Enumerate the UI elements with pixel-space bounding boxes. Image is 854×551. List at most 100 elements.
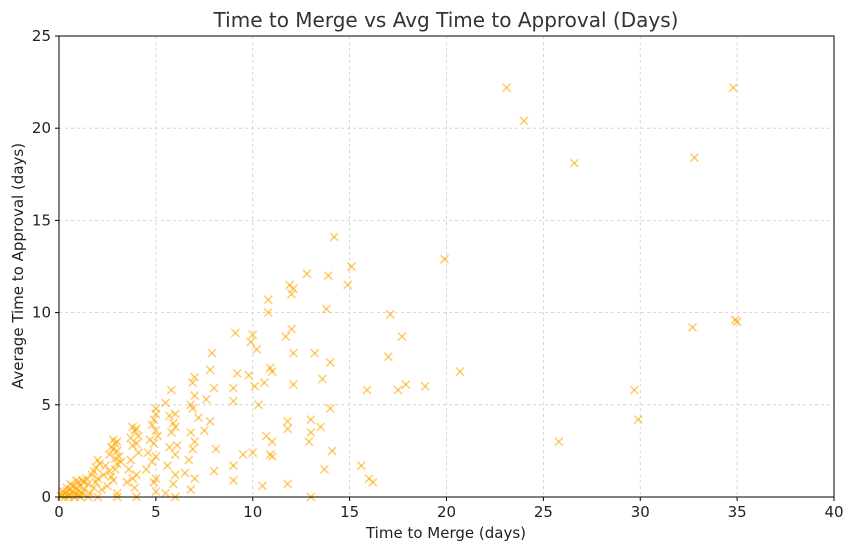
data-point bbox=[172, 440, 182, 450]
data-point bbox=[501, 83, 512, 93]
data-point bbox=[89, 483, 99, 493]
data-point bbox=[267, 451, 277, 461]
data-point bbox=[89, 466, 99, 476]
data-point bbox=[209, 466, 219, 476]
data-point bbox=[283, 416, 293, 426]
data-point bbox=[420, 381, 430, 391]
data-point bbox=[317, 374, 328, 384]
x-tick-label: 40 bbox=[824, 503, 843, 521]
data-point bbox=[302, 269, 312, 279]
data-point bbox=[327, 446, 337, 456]
data-point bbox=[170, 422, 180, 432]
y-tick-label: 15 bbox=[32, 211, 51, 229]
y-tick-label: 25 bbox=[32, 27, 51, 45]
data-point bbox=[288, 348, 299, 358]
data-point bbox=[228, 461, 238, 471]
data-point bbox=[267, 367, 277, 377]
data-point bbox=[383, 352, 393, 362]
data-point bbox=[315, 422, 326, 432]
data-point bbox=[104, 466, 114, 476]
data-point bbox=[288, 284, 299, 294]
data-point bbox=[188, 378, 198, 388]
data-point bbox=[253, 400, 264, 410]
data-point bbox=[519, 116, 529, 126]
data-point bbox=[170, 470, 180, 480]
data-point bbox=[232, 368, 242, 379]
data-point bbox=[306, 427, 316, 438]
data-point bbox=[323, 271, 333, 281]
x-tick-label: 20 bbox=[437, 503, 456, 521]
data-point bbox=[228, 475, 238, 485]
data-point bbox=[401, 379, 411, 390]
data-point bbox=[114, 451, 124, 461]
x-tick-label: 0 bbox=[54, 503, 64, 521]
data-point bbox=[162, 461, 173, 471]
data-point bbox=[190, 372, 200, 382]
data-point bbox=[250, 381, 260, 391]
data-point bbox=[259, 378, 269, 388]
data-point bbox=[180, 468, 190, 478]
data-point bbox=[283, 479, 293, 489]
data-point bbox=[201, 394, 211, 404]
data-point bbox=[184, 455, 194, 465]
data-point bbox=[151, 403, 161, 414]
data-point bbox=[133, 448, 144, 458]
data-point bbox=[554, 437, 564, 447]
data-point bbox=[288, 379, 299, 390]
x-tick-label: 25 bbox=[534, 503, 553, 521]
data-point bbox=[164, 442, 175, 452]
data-point bbox=[207, 348, 217, 358]
data-point bbox=[131, 438, 142, 449]
data-point bbox=[329, 232, 339, 242]
data-point bbox=[67, 486, 78, 497]
data-point bbox=[147, 457, 157, 467]
data-point bbox=[186, 400, 196, 410]
data-point bbox=[186, 427, 196, 438]
data-point bbox=[129, 483, 140, 493]
data-point bbox=[267, 437, 277, 447]
data-point bbox=[281, 332, 291, 342]
data-point bbox=[263, 295, 273, 305]
data-point bbox=[108, 435, 118, 445]
x-tick-label: 5 bbox=[151, 503, 161, 521]
data-point bbox=[190, 473, 200, 484]
data-point bbox=[362, 385, 372, 395]
data-point bbox=[151, 486, 161, 497]
data-point bbox=[569, 158, 579, 168]
data-point bbox=[248, 448, 258, 458]
data-point bbox=[93, 455, 103, 465]
data-point bbox=[689, 153, 700, 163]
data-point bbox=[112, 488, 122, 498]
data-point bbox=[97, 485, 107, 495]
data-points bbox=[56, 83, 742, 502]
data-point bbox=[228, 383, 238, 393]
axis-ticks: 0 5 10 15 20 25 30 35 40 0 5 10 15 20 25 bbox=[32, 27, 844, 521]
data-point bbox=[170, 450, 180, 460]
data-point bbox=[108, 475, 118, 485]
data-point bbox=[228, 396, 238, 406]
data-point bbox=[633, 414, 643, 425]
data-point bbox=[128, 422, 138, 432]
data-point bbox=[149, 414, 159, 425]
x-axis-label: Time to Merge (days) bbox=[365, 524, 526, 542]
data-point bbox=[257, 481, 268, 491]
data-point bbox=[209, 383, 219, 393]
data-point bbox=[141, 464, 151, 474]
data-point bbox=[79, 477, 89, 487]
chart-title: Time to Merge vs Avg Time to Approval (D… bbox=[213, 8, 679, 32]
data-point bbox=[71, 475, 82, 485]
data-point bbox=[170, 409, 180, 419]
data-point bbox=[321, 304, 331, 314]
data-point bbox=[286, 289, 297, 299]
y-tick-label: 10 bbox=[32, 304, 51, 322]
data-point bbox=[455, 367, 465, 377]
data-point bbox=[325, 357, 335, 367]
data-point bbox=[186, 485, 196, 495]
data-point bbox=[248, 330, 258, 340]
data-point bbox=[164, 411, 175, 421]
data-point bbox=[244, 370, 254, 380]
data-point bbox=[286, 324, 297, 334]
data-point bbox=[319, 464, 330, 474]
data-point bbox=[160, 398, 171, 408]
